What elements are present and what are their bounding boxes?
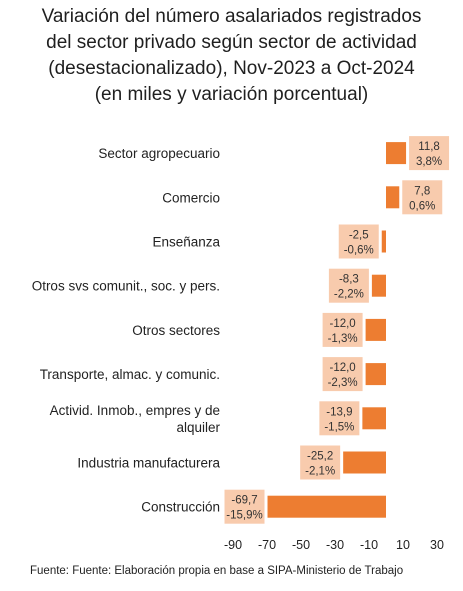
value-label: 7,8 [414,185,430,197]
data-label-box [300,445,341,480]
category-label: Activid. Inmob., empres y de [50,403,220,418]
bar [381,230,386,253]
x-tick-label: -90 [224,538,242,552]
bar [386,142,407,165]
data-label-box [322,357,363,392]
value-label: 11,8 [418,141,440,153]
percent-label: -2,2% [334,289,364,301]
percent-label: 0,6% [409,200,435,212]
value-label: -13,9 [326,406,352,418]
data-label-box [409,136,450,171]
bar [267,495,386,518]
percent-label: -1,5% [324,421,354,433]
category-label: alquiler [176,420,220,435]
category-label: Construcción [141,500,220,515]
value-label: -69,7 [231,495,257,507]
bar [371,274,386,297]
category-label: Otros sectores [132,323,220,338]
category-label: Comercio [162,190,220,205]
x-tick-label: 30 [430,538,444,552]
data-label-box [328,268,369,303]
category-label: Enseñanza [152,235,220,250]
x-tick-label: -50 [292,538,310,552]
value-label: -12,0 [329,318,355,330]
data-label-box [402,180,443,215]
percent-label: -15,9% [226,510,262,522]
category-label: Otros svs comunit., soc. y pers. [32,279,220,294]
percent-label: -2,3% [328,377,358,389]
percent-label: 3,8% [416,156,442,168]
bar [365,318,386,341]
value-label: -25,2 [307,451,333,463]
value-label: -2,5 [349,230,369,242]
value-label: -12,0 [329,362,355,374]
chart-title: Variación del número asalariados registr… [41,6,422,105]
percent-label: -0,6% [344,245,374,257]
value-label: -8,3 [339,274,359,286]
percent-label: -1,3% [328,333,358,345]
bar [362,407,386,430]
bar [386,186,400,209]
percent-label: -2,1% [305,466,335,478]
data-label-box [322,312,363,347]
category-label: Industria manufacturera [77,456,220,471]
x-tick-label: -30 [326,538,344,552]
x-tick-label: -70 [258,538,276,552]
bar [343,451,386,474]
category-label: Sector agropecuario [98,146,220,161]
source-note: Fuente: Fuente: Elaboración propia en ba… [30,565,404,577]
data-label-box [338,224,379,259]
data-label-box [224,489,265,524]
x-tick-label: -10 [360,538,378,552]
data-label-box [319,401,360,436]
bar [365,363,386,386]
x-tick-label: 10 [396,538,410,552]
category-label: Transporte, almac. y comunic. [40,367,220,382]
